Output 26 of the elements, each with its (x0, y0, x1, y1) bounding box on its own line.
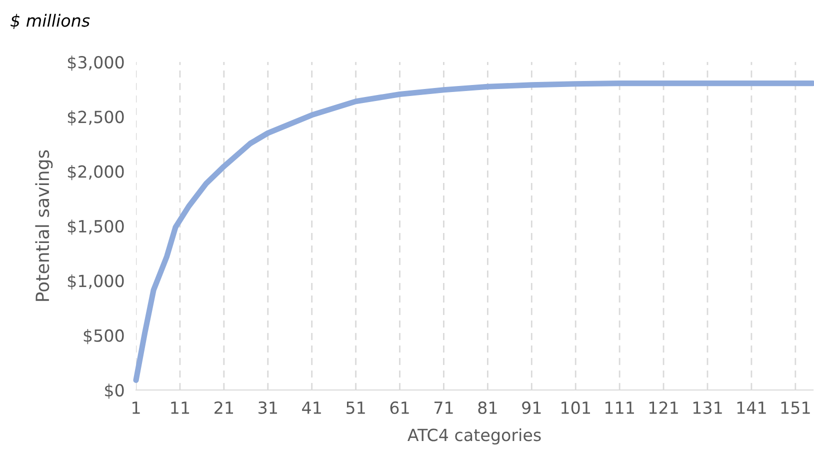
x-tick-label: 91 (522, 401, 541, 414)
x-tick-label: 151 (781, 402, 810, 414)
y-axis-title: Potential savings (35, 150, 53, 301)
x-tick-label: 101 (562, 401, 590, 414)
x-tick-label: 131 (693, 401, 722, 414)
x-axis-title: ATC4 categories (408, 428, 541, 444)
chart-title: $ millions (10, 14, 90, 30)
y-tick-label: $1,500 (68, 220, 124, 235)
x-tick-label: 61 (390, 401, 409, 414)
x-tick-label: 81 (478, 401, 497, 414)
x-tick-label: 11 (171, 402, 190, 414)
x-tick-label: 21 (214, 401, 233, 414)
x-tick-label: 71 (434, 402, 453, 414)
x-tick-label: 111 (605, 402, 634, 414)
x-tick-label: 31 (258, 401, 277, 414)
x-tick-label: 41 (302, 402, 321, 414)
x-tick-label: 1 (132, 402, 140, 414)
y-tick-label: $2,000 (68, 165, 124, 180)
y-tick-label: $0 (105, 384, 124, 399)
y-tick-label: $2,500 (68, 110, 124, 126)
x-tick-label: 121 (649, 401, 678, 414)
y-tick-label: $500 (84, 329, 124, 344)
y-tick-label: $1,000 (68, 274, 124, 290)
x-tick-label: 141 (737, 402, 766, 414)
y-tick-label: $3,000 (68, 56, 124, 71)
x-tick-label: 51 (346, 402, 365, 414)
